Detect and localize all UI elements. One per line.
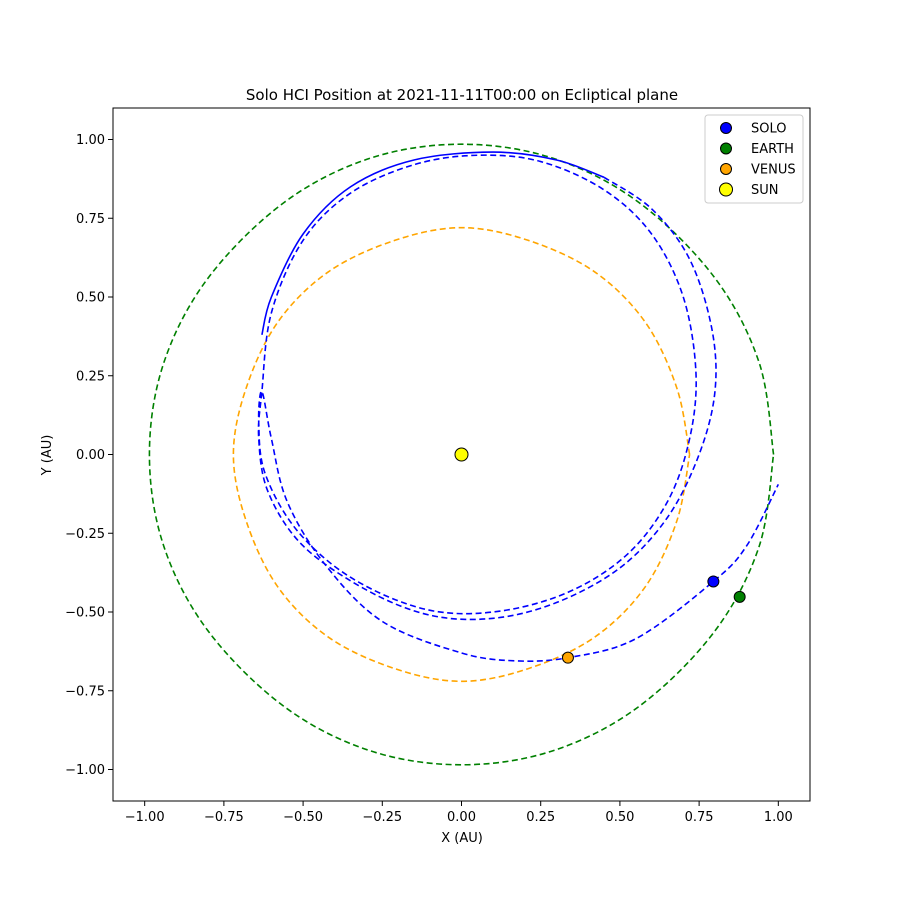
x-axis-label: X (AU) <box>441 831 483 846</box>
x-tick-label: 0.00 <box>447 810 476 825</box>
y-tick-label: 0.50 <box>76 291 105 306</box>
x-tick-label: −0.50 <box>283 810 323 825</box>
legend-marker-venus <box>720 163 732 175</box>
legend-marker-earth <box>720 142 732 155</box>
legend-marker-sun <box>719 182 733 197</box>
point-sun <box>454 447 469 462</box>
legend-label-sun: SUN <box>751 183 779 198</box>
legend-label-solo: SOLO <box>751 122 787 137</box>
legend: SOLO EARTH VENUS SUN <box>704 114 804 204</box>
x-tick-label: 1.00 <box>764 810 793 825</box>
orbit-earth-dashed <box>148 143 775 766</box>
legend-items: SOLO EARTH VENUS SUN <box>719 122 796 198</box>
point-earth <box>733 590 746 603</box>
y-tick-label: 0.75 <box>76 212 105 227</box>
x-tick-label: −1.00 <box>125 810 165 825</box>
y-axis-label: Y (AU) <box>40 435 55 477</box>
legend-label-venus: VENUS <box>751 163 796 178</box>
chart-title: Solo HCI Position at 2021-11-11T00:00 on… <box>246 86 678 104</box>
y-axis-ticks: −1.00 −0.75 −0.50 −0.25 0.00 0.25 0.50 0.75 1.00 <box>65 133 113 778</box>
orbit-solo-solid <box>261 151 605 335</box>
x-tick-label: −0.75 <box>204 810 244 825</box>
orbits-layer <box>148 143 780 766</box>
orbit-solo-dashed <box>257 154 780 662</box>
x-tick-label: −0.25 <box>362 810 402 825</box>
y-tick-label: 0.00 <box>76 448 105 463</box>
y-tick-label: −1.00 <box>65 763 105 778</box>
point-venus <box>561 651 574 664</box>
y-tick-label: 0.25 <box>76 369 105 384</box>
points-layer <box>454 447 746 664</box>
legend-label-earth: EARTH <box>751 142 794 157</box>
y-tick-label: −0.50 <box>65 606 105 621</box>
legend-box <box>704 114 804 204</box>
y-tick-label: −0.75 <box>65 684 105 699</box>
y-tick-label: −0.25 <box>65 527 105 542</box>
x-tick-label: 0.75 <box>685 810 714 825</box>
point-solo <box>707 575 720 588</box>
y-tick-label: 1.00 <box>76 133 105 148</box>
x-tick-label: 0.50 <box>605 810 634 825</box>
x-tick-label: 0.25 <box>526 810 555 825</box>
legend-marker-solo <box>720 122 732 134</box>
x-axis-ticks: −1.00 −0.75 −0.50 −0.25 0.00 0.25 0.50 0.75 1.00 <box>125 801 793 825</box>
